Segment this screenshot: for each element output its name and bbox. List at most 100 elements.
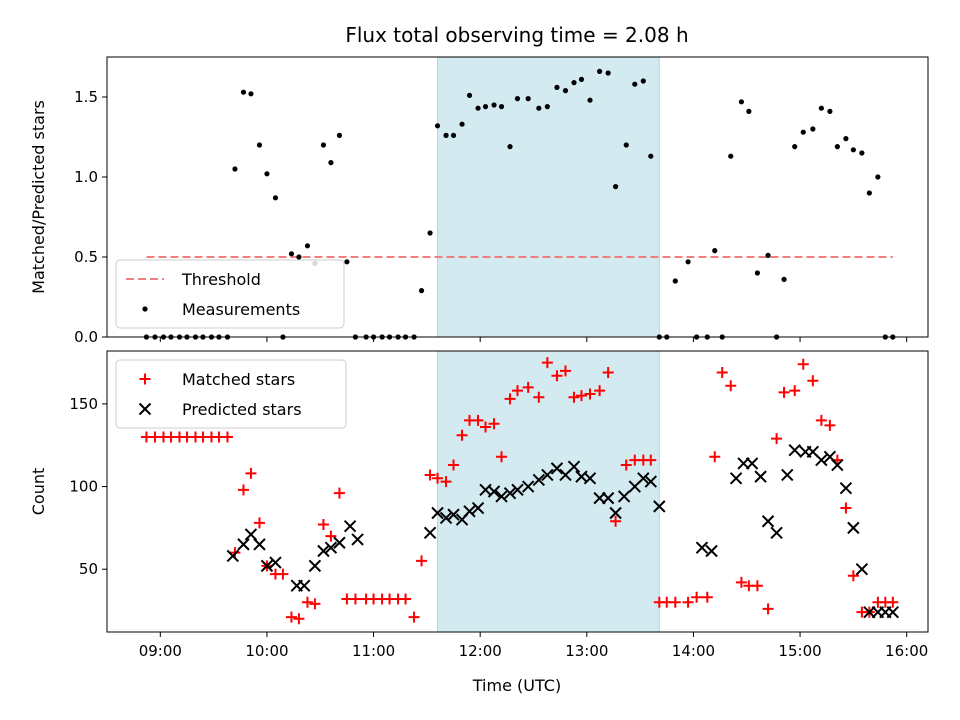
data-point-dot — [507, 144, 513, 150]
ratio-y-ticks: 0.0 0.5 1.0 1.5 — [74, 88, 107, 346]
x-axis-label: Time (UTC) — [472, 676, 561, 695]
data-point-x — [423, 526, 437, 540]
data-point-plus — [751, 580, 763, 592]
data-point-plus — [245, 467, 257, 479]
data-point-dot — [344, 259, 350, 265]
data-point-dot — [256, 142, 263, 148]
ratio-panel: 0.0 0.5 1.0 1.5 Matched/Predicted stars Thr… — [29, 56, 929, 346]
data-point-x — [695, 541, 709, 554]
data-point-plus — [472, 414, 484, 426]
data-point-x — [855, 562, 869, 576]
data-point-plus — [301, 596, 313, 608]
data-point-x — [471, 501, 485, 515]
data-point-dot — [712, 248, 718, 254]
count-x-ticks: 09:00 10:00 11:00 12:00 13:00 14:00 15:00 16:00 — [139, 632, 928, 660]
data-point-plus — [847, 570, 859, 582]
data-point-plus — [253, 517, 265, 529]
data-point-x — [431, 506, 444, 520]
count-legend: Matched stars Predicted stars — [115, 359, 347, 429]
data-point-dot — [427, 230, 433, 236]
data-point-dot — [491, 102, 497, 108]
legend-entry-label: Measurements — [182, 300, 300, 319]
data-point-x — [237, 538, 250, 551]
data-point-dot — [746, 108, 752, 114]
data-point-plus — [725, 380, 737, 392]
data-point-x — [260, 559, 274, 573]
data-point-dot — [554, 84, 560, 90]
count-points — [140, 357, 900, 625]
data-point-plus — [887, 596, 899, 608]
data-point-dot — [866, 190, 872, 196]
data-point-x — [745, 457, 759, 470]
y-tick-label: 0.0 — [74, 328, 98, 346]
data-point-plus — [602, 366, 614, 378]
data-point-dot — [240, 89, 247, 95]
data-point-dot — [578, 76, 585, 82]
x-tick-label: 15:00 — [778, 642, 821, 660]
data-point-plus — [448, 459, 460, 471]
data-point-dot — [810, 126, 816, 132]
data-point-plus — [408, 611, 420, 623]
ratio-legend: Threshold Measurements — [115, 259, 345, 329]
data-point-dot — [640, 78, 646, 84]
data-point-x — [609, 506, 622, 520]
data-point-dot — [827, 108, 833, 114]
data-point-plus — [488, 418, 500, 430]
data-point-dot — [597, 68, 603, 74]
data-point-dot — [418, 288, 425, 294]
data-point-dot — [800, 129, 806, 135]
data-point-dot — [443, 132, 449, 138]
data-point-x — [839, 481, 853, 495]
data-point-plus — [716, 366, 728, 378]
legend-entry-label: Predicted stars — [182, 400, 302, 419]
x-tick-label: 09:00 — [139, 642, 182, 660]
data-point-dot — [818, 105, 824, 111]
data-point-x — [831, 458, 844, 472]
y-tick-label: 100 — [69, 478, 98, 496]
data-point-plus — [824, 419, 836, 431]
data-point-plus — [456, 429, 468, 441]
data-point-dot — [544, 104, 550, 110]
data-point-plus — [701, 591, 713, 603]
data-point-plus — [807, 375, 819, 387]
data-point-dot — [336, 132, 343, 138]
data-point-dot — [648, 153, 654, 159]
data-point-x — [583, 472, 597, 485]
observing-span-bottom — [437, 350, 660, 633]
data-point-plus — [815, 414, 827, 426]
data-point-dot — [562, 88, 569, 94]
data-point-plus — [735, 576, 747, 588]
data-point-plus — [584, 388, 596, 400]
data-point-dot — [843, 136, 849, 142]
data-point-dot — [272, 195, 279, 201]
data-point-x — [244, 528, 258, 541]
data-point-plus — [762, 603, 774, 615]
data-point-dot — [466, 92, 473, 98]
data-point-x — [754, 470, 767, 483]
data-point-plus — [522, 381, 534, 393]
data-point-plus — [277, 568, 289, 580]
count-y-ticks: 50 100 150 — [69, 395, 107, 578]
data-point-plus — [771, 433, 783, 445]
data-point-dot — [672, 278, 678, 284]
data-point-dot — [632, 81, 638, 87]
data-point-plus — [496, 451, 508, 463]
data-point-x — [653, 500, 666, 513]
data-point-x — [886, 605, 900, 619]
data-point-x — [333, 536, 346, 549]
data-point-plus — [480, 421, 492, 433]
data-point-plus — [559, 365, 571, 377]
data-point-plus — [551, 370, 563, 382]
data-point-x — [770, 526, 783, 540]
count-panel: 50 100 150 09:00 10:00 11:00 12:00 13:00 14:00 1… — [29, 350, 929, 660]
y-tick-label: 1.5 — [74, 88, 98, 106]
data-point-x — [308, 559, 322, 573]
data-point-plus — [237, 484, 249, 496]
data-point-plus — [541, 357, 553, 369]
data-point-plus — [504, 393, 516, 405]
data-point-dot — [296, 254, 302, 260]
data-point-dot — [498, 104, 505, 110]
data-point-plus — [789, 385, 801, 397]
legend-entry-label: Threshold — [181, 270, 261, 289]
